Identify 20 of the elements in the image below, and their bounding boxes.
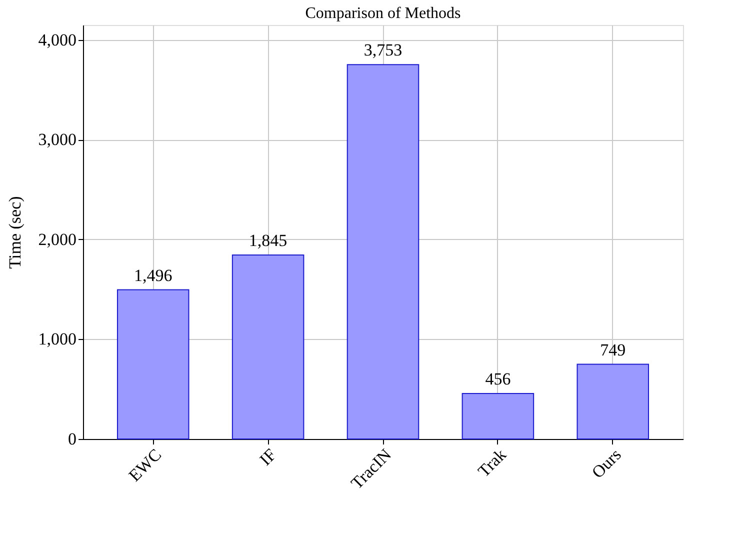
data-label: 1,496 (134, 266, 172, 285)
data-label: 456 (485, 370, 511, 389)
data-label: 749 (600, 340, 626, 360)
y-tick-label: 2,000 (38, 230, 76, 249)
x-tick-label: Trak (474, 444, 510, 481)
bar (462, 393, 534, 440)
y-axis-title: Time (sec) (5, 196, 24, 269)
y-tick-label: 3,000 (38, 130, 76, 150)
bar (346, 64, 420, 440)
bar (232, 254, 304, 440)
y-tick-label: 0 (68, 430, 76, 448)
y-tick-label: 4,000 (38, 30, 76, 50)
y-tick-label: 1,000 (38, 330, 76, 349)
x-tick-label: Ours (588, 445, 625, 482)
bar (116, 289, 190, 440)
data-label: 3,753 (364, 40, 402, 60)
bar (576, 364, 650, 440)
data-label: 1,845 (248, 230, 288, 250)
chart-title: Comparison of Methods (305, 5, 461, 22)
x-tick-label: IF (256, 445, 280, 470)
